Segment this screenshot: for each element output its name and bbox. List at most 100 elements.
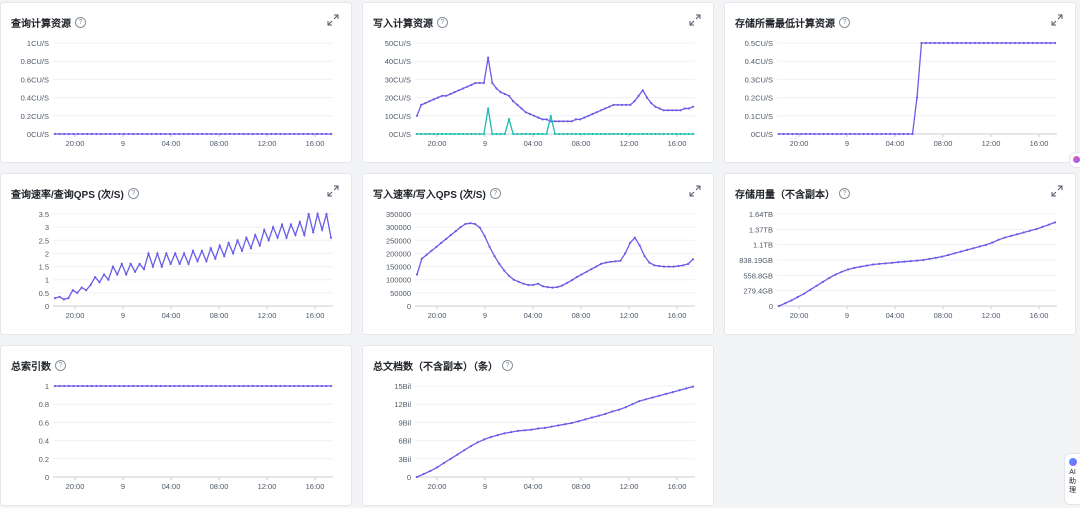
- data-point: [183, 252, 186, 255]
- chart[interactable]: 1.64TB 1.37TB 1.1TB 838.19GB 558.8GB 279.4GB 0…: [725, 202, 1075, 334]
- help-icon[interactable]: ?: [437, 16, 448, 28]
- chart[interactable]: 50CU/S 40CU/S 30CU/S 20CU/S 10CU/S 0CU/S 20:00…: [363, 31, 713, 162]
- data-point: [826, 132, 830, 136]
- data-point: [182, 132, 185, 136]
- data-point: [512, 132, 515, 136]
- help-icon[interactable]: ?: [127, 187, 139, 199]
- help-icon[interactable]: ?: [75, 16, 86, 28]
- data-point: [470, 83, 473, 86]
- data-point: [329, 132, 333, 136]
- help-icon[interactable]: ?: [839, 16, 850, 28]
- data-point: [147, 252, 150, 255]
- data-point: [270, 384, 273, 388]
- data-point: [466, 85, 469, 88]
- y-tick-label: 50000: [390, 289, 411, 298]
- help-icon[interactable]: ?: [839, 187, 850, 199]
- data-point: [834, 273, 837, 276]
- data-point: [173, 384, 176, 388]
- y-tick-label: 3.5: [39, 210, 49, 219]
- data-point: [928, 257, 931, 260]
- card-storage-usage: 存储用量（不含副本）? 1.64TB 1.37TB 1.1TB 838.19GB 558…: [724, 173, 1076, 335]
- chart[interactable]: 350000 300000 250000 200000 150000 100000 5000…: [363, 202, 713, 334]
- help-icon[interactable]: ?: [55, 359, 66, 371]
- data-point: [1041, 225, 1044, 228]
- data-point: [982, 41, 985, 45]
- data-point: [164, 384, 167, 388]
- data-point: [1036, 41, 1039, 45]
- ai-assistant-button[interactable]: AI 助 理: [1064, 453, 1080, 505]
- data-point: [790, 299, 793, 302]
- data-point: [498, 262, 501, 265]
- data-point: [853, 266, 856, 269]
- data-point: [671, 132, 674, 136]
- data-point: [224, 132, 227, 136]
- data-point: [1040, 41, 1043, 45]
- data-point: [795, 132, 798, 136]
- chart[interactable]: 0.5CU/S 0.4CU/S 0.3CU/S 0.2CU/S 0.1CU/S 0CU/S…: [725, 31, 1075, 162]
- data-point: [425, 253, 428, 256]
- data-point: [677, 264, 680, 268]
- data-point: [445, 237, 448, 241]
- data-point: [969, 41, 972, 45]
- data-point: [609, 260, 612, 263]
- data-point: [599, 132, 603, 136]
- data-point: [791, 132, 794, 136]
- y-tick-label: 0.2CU/S: [745, 94, 773, 103]
- x-tick-label: 20:00: [428, 311, 447, 320]
- data-point: [415, 132, 419, 136]
- data-point: [223, 255, 226, 258]
- data-point: [520, 107, 523, 110]
- data-point: [641, 89, 644, 92]
- data-point: [104, 132, 107, 136]
- floating-assistant-toggle[interactable]: [1069, 152, 1080, 168]
- data-point: [818, 132, 821, 136]
- data-point: [120, 262, 123, 265]
- card-title: 写入速率/写入QPS (次/S): [373, 189, 486, 201]
- data-point: [191, 249, 195, 252]
- data-point: [1013, 41, 1016, 45]
- chart[interactable]: 1CU/S 0.8CU/S 0.6CU/S 0.4CU/S 0.2CU/S 0CU/S 20…: [1, 31, 351, 162]
- data-point: [478, 81, 481, 85]
- data-point: [274, 384, 277, 388]
- data-point: [629, 132, 632, 136]
- chart[interactable]: 3.5 3 2.5 2 1.5 1 0.5 0 20:00 9 04:00 08:00 12:00 16:…: [1, 202, 351, 334]
- data-point: [658, 264, 661, 268]
- data-point: [884, 132, 887, 136]
- data-point: [953, 252, 956, 255]
- data-point: [58, 132, 61, 136]
- data-point: [491, 81, 494, 85]
- data-point: [844, 132, 847, 136]
- expand-icon[interactable]: [327, 14, 339, 26]
- x-tick-label: 16:00: [668, 311, 687, 320]
- data-point: [201, 384, 204, 388]
- x-tick-label: 9: [121, 139, 125, 148]
- help-icon[interactable]: ?: [489, 187, 501, 199]
- data-point: [835, 132, 838, 136]
- data-point: [523, 429, 526, 432]
- expand-icon[interactable]: [1051, 185, 1063, 197]
- data-point: [973, 41, 976, 45]
- chart[interactable]: 15Bil 12Bil 9Bil 6Bil 3Bil 0 20:00 9 04:00 08:00 1…: [363, 374, 713, 505]
- data-point: [145, 132, 149, 136]
- data-point: [214, 257, 217, 260]
- expand-icon[interactable]: [327, 185, 339, 197]
- series-line-storage-min: [779, 42, 1055, 135]
- data-point: [173, 132, 176, 136]
- chart[interactable]: 1 0.8 0.6 0.4 0.2 0 20:00 9 04:00 08:00 12:00 16:00: [1, 374, 351, 505]
- data-point: [920, 41, 923, 45]
- data-point: [90, 132, 93, 136]
- data-point: [579, 118, 582, 121]
- y-tick-label: 1.64TB: [749, 210, 773, 219]
- data-point: [503, 269, 506, 272]
- data-point: [159, 384, 162, 388]
- help-icon[interactable]: ?: [502, 359, 513, 371]
- data-point: [196, 132, 199, 136]
- expand-icon[interactable]: [689, 185, 701, 197]
- data-point: [187, 132, 190, 136]
- data-point: [302, 384, 305, 388]
- data-point: [469, 222, 472, 225]
- expand-icon[interactable]: [689, 14, 701, 26]
- expand-icon[interactable]: [1051, 14, 1063, 26]
- data-point: [616, 103, 619, 106]
- data-point: [81, 132, 84, 136]
